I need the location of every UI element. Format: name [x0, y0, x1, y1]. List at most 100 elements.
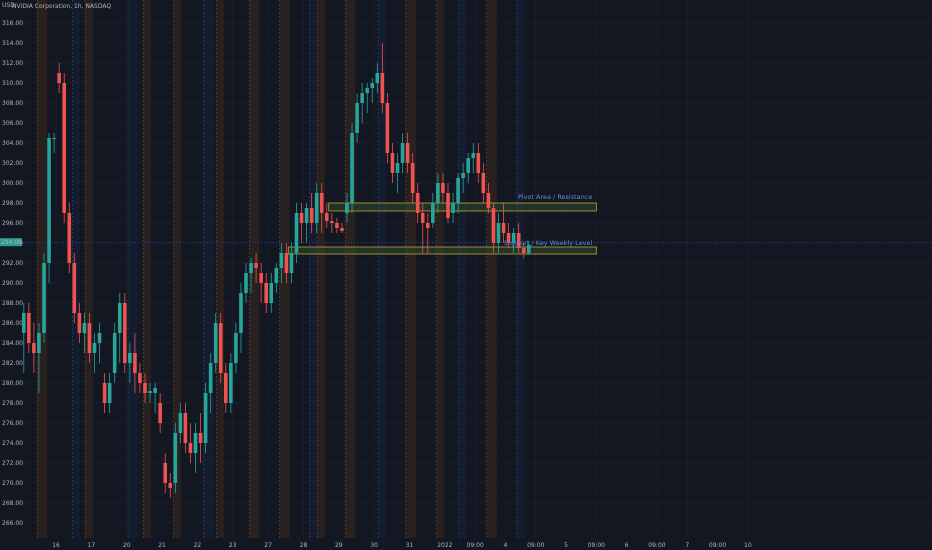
candle-body[interactable]: [208, 363, 213, 393]
candle-body[interactable]: [72, 263, 77, 313]
candle-body[interactable]: [496, 223, 501, 243]
candle-body[interactable]: [304, 208, 309, 223]
candle-body[interactable]: [375, 73, 380, 83]
candle-body[interactable]: [62, 83, 66, 213]
candle-body[interactable]: [57, 73, 61, 83]
candle-body[interactable]: [92, 343, 97, 353]
candle-body[interactable]: [117, 303, 122, 333]
candle-body[interactable]: [143, 383, 147, 393]
candle-body[interactable]: [345, 203, 349, 213]
candle-body[interactable]: [355, 103, 359, 133]
candle-body[interactable]: [188, 443, 193, 453]
candle-body[interactable]: [325, 213, 329, 221]
candle-body[interactable]: [527, 245, 531, 253]
candle-body[interactable]: [52, 138, 56, 139]
candle-body[interactable]: [390, 153, 395, 173]
candle-body[interactable]: [274, 268, 279, 283]
candle-body[interactable]: [395, 163, 400, 173]
candle-body[interactable]: [193, 433, 198, 453]
candle-body[interactable]: [335, 223, 339, 228]
candle-body[interactable]: [314, 193, 319, 223]
candle-body[interactable]: [436, 183, 440, 203]
candle-body[interactable]: [168, 483, 173, 488]
candle-body[interactable]: [340, 228, 344, 231]
candle-body[interactable]: [481, 173, 486, 193]
candle-body[interactable]: [82, 323, 87, 333]
candle-body[interactable]: [441, 183, 445, 193]
candle-body[interactable]: [380, 73, 385, 103]
candle-body[interactable]: [173, 433, 178, 483]
candle-body[interactable]: [461, 173, 465, 178]
candle-body[interactable]: [203, 393, 208, 443]
candle-body[interactable]: [385, 103, 390, 153]
candle-body[interactable]: [319, 193, 324, 213]
candle-body[interactable]: [289, 253, 294, 273]
candle-body[interactable]: [486, 193, 491, 208]
candle-body[interactable]: [521, 248, 526, 253]
candle-body[interactable]: [67, 213, 72, 263]
candle-body[interactable]: [249, 263, 253, 273]
candle-body[interactable]: [471, 153, 476, 158]
candle-body[interactable]: [370, 83, 375, 88]
candle-body[interactable]: [244, 273, 248, 293]
candle-body[interactable]: [360, 93, 364, 103]
candle-body[interactable]: [501, 223, 506, 233]
candle-body[interactable]: [410, 163, 415, 193]
candle-body[interactable]: [42, 263, 46, 333]
candle-body[interactable]: [234, 333, 238, 363]
candle-body[interactable]: [294, 213, 299, 253]
candle-body[interactable]: [87, 323, 92, 353]
candle-body[interactable]: [133, 353, 137, 373]
candle-body[interactable]: [198, 433, 203, 443]
candle-body[interactable]: [446, 193, 450, 218]
candle-body[interactable]: [27, 313, 31, 343]
candle-body[interactable]: [229, 363, 233, 403]
candle-body[interactable]: [107, 383, 112, 403]
candle-body[interactable]: [420, 213, 425, 223]
candle-body[interactable]: [224, 373, 228, 403]
candle-body[interactable]: [269, 283, 274, 303]
candle-body[interactable]: [264, 283, 268, 303]
candle-body[interactable]: [506, 233, 511, 243]
candle-body[interactable]: [284, 253, 289, 273]
candle-body[interactable]: [365, 88, 369, 93]
candle-body[interactable]: [476, 153, 481, 173]
candle-body[interactable]: [163, 463, 167, 483]
candle-body[interactable]: [158, 403, 162, 423]
candle-body[interactable]: [466, 158, 470, 173]
candle-body[interactable]: [431, 203, 435, 223]
candle-body[interactable]: [516, 233, 521, 248]
candle-body[interactable]: [97, 333, 102, 343]
candle-body[interactable]: [400, 143, 405, 163]
candle-body[interactable]: [148, 391, 152, 393]
candle-body[interactable]: [213, 323, 218, 363]
candle-body[interactable]: [32, 343, 36, 353]
candle-body[interactable]: [254, 263, 258, 268]
candle-body[interactable]: [153, 388, 157, 393]
candle-body[interactable]: [138, 373, 142, 383]
candle-body[interactable]: [218, 323, 223, 373]
candle-body[interactable]: [259, 273, 263, 283]
candle-body[interactable]: [330, 221, 334, 223]
candle-body[interactable]: [279, 253, 284, 268]
candle-body[interactable]: [456, 178, 460, 203]
candle-body[interactable]: [239, 293, 243, 333]
candle-body[interactable]: [112, 333, 117, 373]
candle-body[interactable]: [178, 413, 183, 433]
candle-body[interactable]: [22, 313, 26, 333]
candle-body[interactable]: [491, 208, 496, 243]
candle-body[interactable]: [405, 143, 410, 163]
candle-body[interactable]: [451, 203, 455, 213]
candle-body[interactable]: [77, 313, 82, 333]
candle-body[interactable]: [102, 383, 107, 403]
candle-body[interactable]: [299, 213, 304, 223]
candle-body[interactable]: [123, 303, 127, 363]
candle-body[interactable]: [47, 138, 51, 263]
candle-body[interactable]: [183, 413, 188, 443]
candle-body[interactable]: [350, 133, 354, 203]
candle-body[interactable]: [309, 208, 314, 223]
candle-body[interactable]: [37, 333, 41, 353]
candle-body[interactable]: [511, 233, 516, 243]
